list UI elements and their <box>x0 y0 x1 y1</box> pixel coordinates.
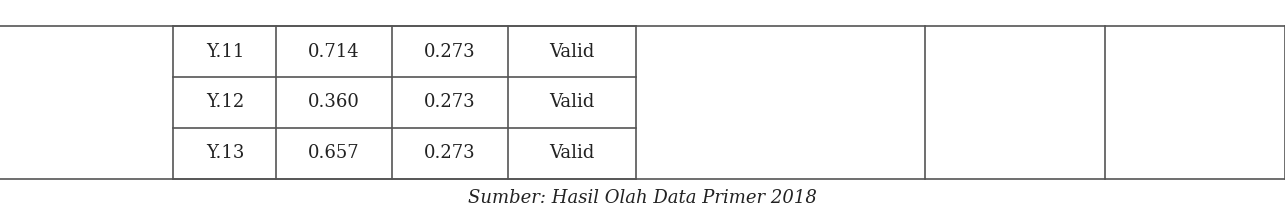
Text: Y.13: Y.13 <box>206 144 244 162</box>
Text: Sumber: Hasil Olah Data Primer 2018: Sumber: Hasil Olah Data Primer 2018 <box>468 189 817 207</box>
Text: Valid: Valid <box>549 43 595 61</box>
Text: Y.12: Y.12 <box>206 94 244 111</box>
Text: Valid: Valid <box>549 94 595 111</box>
Text: 0.273: 0.273 <box>424 94 475 111</box>
Text: Y.11: Y.11 <box>206 43 244 61</box>
Text: 0.714: 0.714 <box>308 43 360 61</box>
Text: 0.360: 0.360 <box>308 94 360 111</box>
Text: Valid: Valid <box>549 144 595 162</box>
Text: 0.273: 0.273 <box>424 144 475 162</box>
Text: 0.657: 0.657 <box>308 144 360 162</box>
Text: 0.273: 0.273 <box>424 43 475 61</box>
